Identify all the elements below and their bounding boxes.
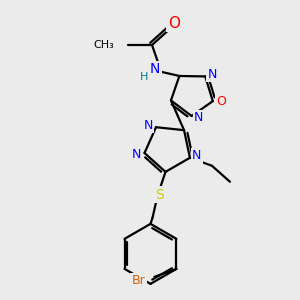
Text: N: N [192, 149, 202, 162]
Text: O: O [216, 95, 226, 108]
Text: N: N [150, 62, 160, 76]
Text: Br: Br [132, 274, 145, 287]
Text: S: S [155, 188, 164, 202]
Text: N: N [132, 148, 141, 161]
Text: N: N [194, 112, 203, 124]
Text: N: N [143, 119, 153, 132]
Text: O: O [168, 16, 180, 31]
Text: H: H [140, 72, 148, 82]
Text: N: N [208, 68, 217, 81]
Text: CH₃: CH₃ [93, 40, 114, 50]
